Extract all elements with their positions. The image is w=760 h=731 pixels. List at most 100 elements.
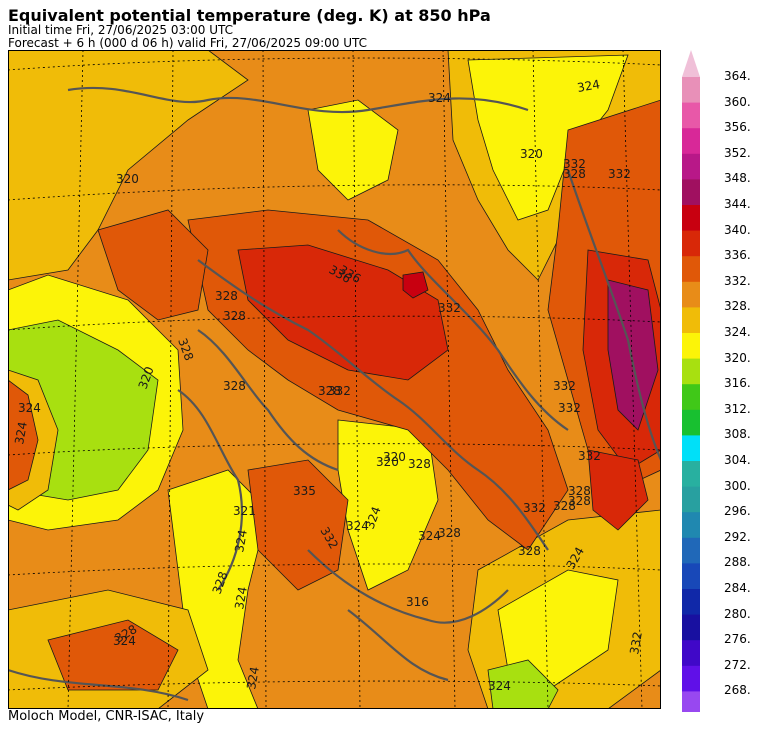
contour-label: 328 <box>563 167 586 181</box>
initial-time: Initial time Fri, 27/06/2025 03:00 UTC <box>8 23 234 37</box>
contour-label: 324 <box>576 77 601 95</box>
colorbar-label: 348. <box>724 171 751 186</box>
contour-label: 328 <box>408 457 431 471</box>
contour-label: 316 <box>406 595 429 609</box>
colorbar-label: 344. <box>724 197 751 211</box>
contour-label: 335 <box>293 484 316 498</box>
colorbar-swatch <box>682 77 700 104</box>
colorbar-swatch <box>682 589 700 616</box>
contour-label: 332 <box>438 301 461 315</box>
colorbar-label: 352. <box>724 145 751 160</box>
contour-label: 332 <box>578 449 601 463</box>
colorbar-label: 328. <box>724 299 751 314</box>
colorbar-swatch <box>682 102 700 129</box>
colorbar-label: 292. <box>724 529 751 544</box>
field-332-sw-loop <box>8 379 39 491</box>
contour-label: 332 <box>553 379 576 393</box>
field-320-east <box>467 54 629 221</box>
contour-label: 320 <box>520 147 543 161</box>
colorbar-label: 308. <box>724 427 751 442</box>
map-panel[interactable]: 324 320 332 324 320 328 332 336 328 336 328 332 320 3… <box>8 50 661 709</box>
contour-label: 328 <box>568 484 591 498</box>
colorbar-swatch <box>682 128 700 155</box>
colorbar <box>682 50 700 712</box>
coastlines <box>8 86 661 702</box>
contour-label: 324 <box>428 91 451 105</box>
colorbar-swatch <box>682 563 700 590</box>
colorbar-swatch <box>682 333 700 360</box>
contour-label: 320 <box>383 450 406 464</box>
colorbar-swatch <box>682 153 700 180</box>
contour-label: 328 <box>568 494 591 508</box>
map-title: Equivalent potential temperature (deg. K… <box>8 6 491 25</box>
contour-label: 328 <box>223 379 246 393</box>
field-316-south <box>487 659 559 709</box>
field-340-core <box>402 271 429 299</box>
colorbar-top-arrow <box>682 50 700 77</box>
field-320-north <box>307 99 399 201</box>
contour-label: 332 <box>523 501 546 515</box>
colorbar-swatch <box>682 230 700 257</box>
contour-label: 328 <box>223 309 246 323</box>
colorbar-swatch <box>682 281 700 308</box>
field-332-west <box>97 209 209 321</box>
colorbar-label: 276. <box>724 632 751 647</box>
colorbar-swatch <box>682 486 700 513</box>
colorbar-label: 284. <box>724 581 751 595</box>
colorbar-label: 304. <box>724 453 751 467</box>
contour-label: 324 <box>18 401 41 415</box>
colorbar-swatch <box>682 256 700 283</box>
contour-label: 324 <box>232 529 250 554</box>
contour-label: 332 <box>563 157 586 171</box>
forecast-time: Forecast + 6 h (000 d 06 h) valid Fri, 2… <box>8 36 367 50</box>
contour-label: 321 <box>233 504 256 518</box>
contour-label: 328 <box>553 499 576 513</box>
colorbar-label: 364. <box>724 69 751 83</box>
colorbar-swatch <box>682 691 700 712</box>
colorbar-label: 360. <box>724 94 751 109</box>
field-324-band <box>8 50 249 281</box>
colorbar-swatch <box>682 435 700 462</box>
colorbar-swatch <box>682 384 700 411</box>
latlon-grid <box>8 50 661 709</box>
contour-label: 328 <box>318 384 341 398</box>
colorbar-label: 268. <box>724 683 751 698</box>
colorbar-swatch <box>682 461 700 488</box>
contour-label: 320 <box>116 172 139 186</box>
colorbar-swatch <box>682 179 700 206</box>
colorbar-swatch <box>682 205 700 232</box>
colorbar-swatch <box>682 640 700 667</box>
contour-label: 320 <box>376 455 399 469</box>
field-332-southwest <box>247 459 349 591</box>
contour-label: 324 <box>244 666 262 691</box>
contour-label: 324 <box>113 634 136 648</box>
colorbar-label: 320. <box>724 350 751 365</box>
field-336-center <box>237 244 449 381</box>
colorbar-swatch <box>682 537 700 564</box>
model-credit: Moloch Model, CNR-ISAC, Italy <box>8 709 205 724</box>
colorbar-label: 324. <box>724 325 751 339</box>
contour-label: 332 <box>328 384 351 398</box>
contour-label: 332 <box>558 401 581 415</box>
contour-label: 328 <box>215 289 238 303</box>
contour-label: 324 <box>232 586 250 611</box>
contour-label: 328 <box>438 526 461 540</box>
contour-label: 328 <box>518 544 541 558</box>
colorbar-label: 296. <box>724 504 751 519</box>
colorbar-label: 336. <box>724 248 751 263</box>
colorbar-swatch <box>682 358 700 385</box>
colorbar-label: 332. <box>724 273 751 288</box>
colorbar-label: 312. <box>724 401 751 416</box>
contour-label: 324 <box>488 679 511 693</box>
map-frame <box>8 50 661 709</box>
colorbar-swatch <box>682 409 700 436</box>
field-336-southeast <box>587 449 649 531</box>
colorbar-label: 300. <box>724 478 751 493</box>
contour-label: 332 <box>627 631 645 656</box>
colorbar-swatch <box>682 614 700 641</box>
contour-label: 324 <box>12 421 30 446</box>
colorbar-swatch <box>682 665 700 692</box>
contour-label: 324 <box>418 529 441 543</box>
colorbar-label: 356. <box>724 120 751 135</box>
